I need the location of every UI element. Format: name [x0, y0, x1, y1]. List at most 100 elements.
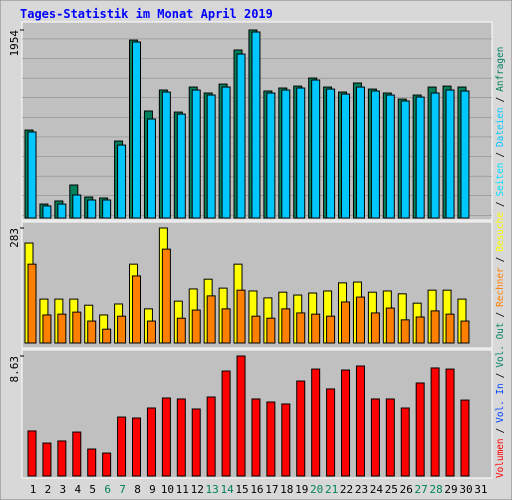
- x-tick-label: 9: [149, 483, 156, 496]
- y-tick-label: 8.63: [8, 356, 21, 383]
- legend-entry: Vol. Out: [495, 323, 506, 368]
- bar: [430, 92, 440, 219]
- bar: [191, 89, 201, 219]
- bar: [385, 94, 395, 219]
- legend-separator: /: [495, 202, 506, 208]
- bar: [296, 380, 306, 477]
- bar: [102, 452, 112, 477]
- legend-separator: /: [495, 257, 506, 263]
- x-tick-label: 23: [355, 483, 368, 496]
- bar: [132, 41, 142, 219]
- bar: [460, 90, 470, 219]
- x-tick-label: 20: [310, 483, 323, 496]
- x-tick-label: 6: [104, 483, 111, 496]
- bar: [370, 90, 380, 219]
- x-tick-label: 22: [340, 483, 353, 496]
- bar: [281, 308, 291, 344]
- bar: [266, 92, 276, 219]
- bar: [146, 320, 156, 344]
- legend-separator: /: [495, 428, 506, 434]
- bar: [206, 94, 216, 219]
- bar: [341, 301, 351, 344]
- bar: [146, 118, 156, 219]
- bar: [117, 315, 127, 344]
- bar: [370, 312, 380, 344]
- x-tick-label: 28: [429, 483, 442, 496]
- legend-entry: Seiten: [495, 163, 506, 197]
- bar: [341, 369, 351, 477]
- bar: [341, 93, 351, 219]
- legend-entry: Besuche: [495, 212, 506, 252]
- bar: [296, 87, 306, 219]
- bar: [27, 263, 37, 344]
- legend-entry: Rechner: [495, 267, 506, 307]
- x-tick-label: 14: [220, 483, 234, 496]
- bar: [176, 317, 186, 344]
- x-tick-label: 31: [474, 483, 487, 496]
- x-tick-label: 26: [400, 483, 413, 496]
- x-tick-label: 10: [161, 483, 174, 496]
- x-tick-label: 27: [415, 483, 428, 496]
- bar: [87, 448, 97, 477]
- bar: [370, 398, 380, 477]
- bar: [415, 96, 425, 219]
- bar: [266, 317, 276, 344]
- x-tick-label: 7: [119, 483, 126, 496]
- chart-title: Tages-Statistik im Monat April 2019: [20, 7, 273, 21]
- x-tick-label: 18: [280, 483, 293, 496]
- bar: [445, 313, 455, 344]
- bar: [251, 31, 261, 219]
- bar: [42, 314, 52, 344]
- bar: [27, 131, 37, 219]
- bar: [191, 408, 201, 477]
- bar: [221, 86, 231, 219]
- bar: [191, 309, 201, 344]
- bar: [117, 416, 127, 477]
- bar: [326, 315, 336, 344]
- x-tick-label: 2: [45, 483, 52, 496]
- bar: [311, 79, 321, 219]
- x-tick-label: 29: [444, 483, 457, 496]
- legend-separator: /: [495, 373, 506, 379]
- bar: [415, 382, 425, 477]
- legend-entry: Dateien: [495, 107, 506, 147]
- bar: [460, 320, 470, 344]
- legend-separator: /: [495, 152, 506, 158]
- bar: [236, 355, 246, 477]
- x-tick-label: 8: [134, 483, 141, 496]
- x-tick-label: 16: [250, 483, 263, 496]
- legend-entry: Vol. In: [495, 383, 506, 423]
- bar: [42, 205, 52, 219]
- bar: [430, 310, 440, 344]
- x-tick-label: 24: [370, 483, 384, 496]
- bar: [176, 113, 186, 219]
- bar: [430, 367, 440, 477]
- bar: [57, 440, 67, 477]
- bar: [161, 91, 171, 219]
- bar: [132, 417, 142, 477]
- y-tick-label: 283: [8, 228, 21, 248]
- bar: [251, 315, 261, 344]
- bar: [206, 396, 216, 477]
- bar: [296, 312, 306, 344]
- bar: [57, 313, 67, 344]
- x-tick-label: 21: [325, 483, 338, 496]
- x-tick-label: 3: [60, 483, 67, 496]
- x-tick-label: 25: [385, 483, 398, 496]
- legend-entry: Anfragen: [495, 47, 506, 92]
- bar: [326, 88, 336, 219]
- bar: [176, 398, 186, 477]
- bar: [102, 328, 112, 344]
- x-tick-label: 13: [206, 483, 219, 496]
- bar: [87, 199, 97, 219]
- bar: [72, 311, 82, 344]
- bar: [355, 365, 365, 477]
- bar: [385, 398, 395, 477]
- x-tick-label: 5: [89, 483, 96, 496]
- bar: [385, 307, 395, 344]
- bar: [445, 368, 455, 477]
- bar: [251, 398, 261, 477]
- bar: [311, 368, 321, 477]
- legend: Volumen / Vol. In / Vol. Out / Rechner / Besuche…: [495, 47, 506, 478]
